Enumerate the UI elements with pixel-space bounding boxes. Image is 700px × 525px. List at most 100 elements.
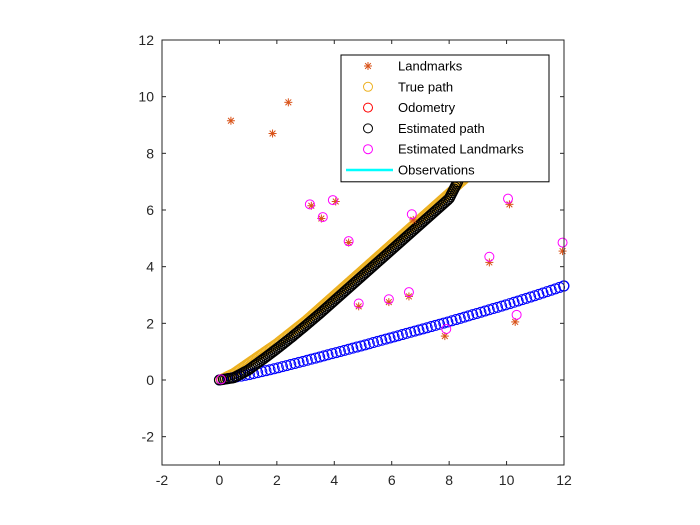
odometry-marker bbox=[438, 317, 450, 329]
x-tick-label: 8 bbox=[445, 472, 453, 488]
legend: Landmarks True path Odometry Estimated path… bbox=[340, 54, 550, 183]
odometry-marker bbox=[392, 330, 404, 342]
x-tick-label: 0 bbox=[216, 472, 224, 488]
odometry-marker bbox=[343, 343, 355, 355]
odometry-marker bbox=[504, 298, 516, 310]
odometry-marker bbox=[305, 353, 317, 365]
landmark-marker bbox=[409, 215, 418, 224]
odometry-marker bbox=[359, 339, 371, 351]
odometry-marker bbox=[268, 363, 280, 375]
estimated-landmark-marker bbox=[304, 199, 315, 210]
legend-entry: Observations bbox=[346, 163, 475, 178]
legend-label: Observations bbox=[398, 163, 475, 178]
odometry-marker bbox=[380, 333, 392, 345]
legend-label: Odometry bbox=[398, 100, 456, 115]
odometry-marker bbox=[339, 344, 351, 356]
landmark-marker bbox=[354, 302, 363, 311]
odometry-marker bbox=[310, 352, 322, 364]
estimated-landmarks-series bbox=[215, 193, 568, 385]
landmarks-series bbox=[226, 98, 567, 341]
odometry-marker bbox=[491, 301, 503, 313]
legend-entry: Landmarks bbox=[364, 59, 463, 74]
odometry-marker bbox=[318, 350, 330, 362]
odometry-series bbox=[213, 280, 570, 386]
odometry-marker bbox=[479, 305, 491, 317]
odometry-marker bbox=[520, 292, 532, 304]
odometry-marker bbox=[301, 354, 313, 366]
odometry-marker bbox=[442, 316, 454, 328]
legend-label: Estimated path bbox=[398, 121, 485, 136]
odometry-marker bbox=[396, 329, 408, 341]
estimated-path-series bbox=[213, 176, 464, 386]
odometry-marker bbox=[285, 359, 297, 371]
odometry-marker bbox=[434, 318, 446, 330]
odometry-marker bbox=[401, 327, 413, 339]
odometry-marker bbox=[516, 294, 528, 306]
x-tick-label: 2 bbox=[273, 472, 281, 488]
odometry-marker bbox=[330, 347, 342, 359]
estimated-landmark-marker bbox=[557, 237, 568, 248]
estimated-landmark-marker bbox=[327, 195, 338, 206]
odometry-marker bbox=[334, 345, 346, 357]
legend-box bbox=[340, 54, 550, 183]
y-tick-label: 2 bbox=[146, 315, 154, 331]
estimated-landmark-marker bbox=[383, 294, 394, 305]
landmark-marker bbox=[226, 116, 235, 125]
legend-entry: Odometry bbox=[363, 100, 456, 115]
odometry-marker bbox=[276, 361, 288, 373]
odometry-marker bbox=[384, 332, 396, 344]
legend-circle-icon bbox=[363, 102, 373, 113]
odometry-marker bbox=[376, 334, 388, 346]
odometry-marker bbox=[322, 349, 334, 361]
odometry-marker bbox=[363, 338, 375, 350]
y-tick-label: -2 bbox=[142, 429, 155, 445]
axes-box bbox=[161, 39, 565, 466]
odometry-marker bbox=[297, 355, 309, 367]
odometry-marker bbox=[347, 342, 359, 354]
odometry-marker bbox=[471, 307, 483, 319]
legend-label: Landmarks bbox=[398, 59, 463, 74]
odometry-marker bbox=[429, 319, 441, 331]
odometry-marker bbox=[525, 291, 537, 303]
x-tick-label: 4 bbox=[330, 472, 338, 488]
landmark-marker bbox=[505, 200, 514, 209]
odometry-marker bbox=[487, 303, 499, 315]
y-tick-label: 8 bbox=[146, 145, 154, 161]
y-tick-label: 10 bbox=[138, 89, 154, 105]
odometry-marker bbox=[409, 325, 421, 337]
odometry-marker bbox=[454, 312, 466, 324]
estimated-landmark-marker bbox=[353, 298, 364, 309]
x-tick-label: 6 bbox=[388, 472, 396, 488]
y-tick-label: 4 bbox=[146, 259, 154, 275]
x-tick-label: 12 bbox=[556, 472, 572, 488]
odometry-marker bbox=[405, 326, 417, 338]
odometry-marker bbox=[326, 348, 338, 360]
landmark-marker bbox=[268, 129, 277, 138]
legend-entry: Estimated path bbox=[363, 121, 485, 136]
estimated-landmark-marker bbox=[215, 374, 226, 385]
legend-entry: True path bbox=[363, 79, 453, 94]
odometry-marker bbox=[260, 365, 272, 377]
odometry-marker bbox=[355, 340, 367, 352]
estimated-landmark-marker bbox=[343, 236, 354, 247]
odometry-marker bbox=[413, 324, 425, 336]
odometry-marker bbox=[272, 362, 284, 374]
odometry-marker bbox=[314, 351, 326, 363]
odometry-marker bbox=[496, 300, 508, 312]
estimated-landmark-marker bbox=[317, 212, 328, 223]
odometry-marker bbox=[446, 315, 458, 327]
legend-label: Estimated Landmarks bbox=[398, 142, 524, 157]
y-tick-label: 6 bbox=[146, 202, 154, 218]
estimated-landmark-marker bbox=[503, 193, 514, 204]
estimated-landmark-marker bbox=[406, 209, 417, 220]
ticks-layer: -2 0 2 4 6 8 10 12 -2 0 2 4 6 8 10 12 bbox=[138, 32, 572, 488]
odometry-marker bbox=[467, 309, 479, 321]
odometry-marker bbox=[425, 321, 437, 333]
odometry-marker bbox=[421, 322, 433, 334]
odometry-marker bbox=[293, 356, 305, 368]
estimated-landmark-marker bbox=[511, 309, 522, 320]
odometry-marker bbox=[351, 341, 363, 353]
odometry-marker bbox=[264, 364, 276, 376]
odometry-marker bbox=[483, 304, 495, 316]
